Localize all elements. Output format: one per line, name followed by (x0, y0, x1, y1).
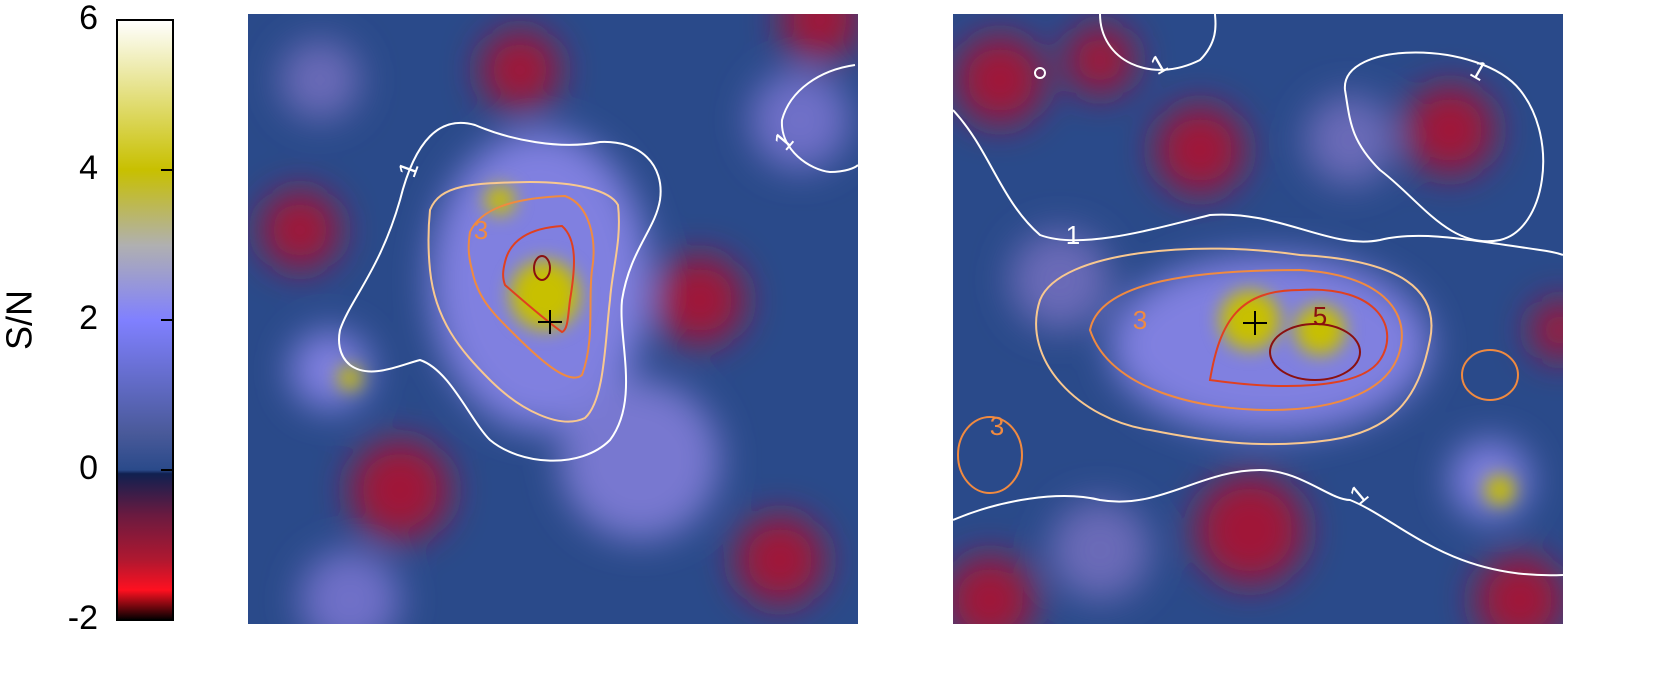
y-tick-label: 0 (79, 449, 98, 487)
contour (467, 194, 595, 379)
contour (780, 64, 858, 174)
contour-label: 3 (474, 215, 488, 245)
y-tick-label: 6 (79, 0, 98, 37)
y-tick-label: 4 (79, 149, 98, 187)
contour (1088, 268, 1403, 412)
contour (1269, 323, 1361, 381)
contour-label: 3 (990, 411, 1004, 441)
contour (1034, 67, 1046, 79)
contour (953, 109, 1563, 256)
contour (957, 416, 1023, 494)
contour (1099, 14, 1217, 71)
contour (1343, 51, 1545, 243)
map-left: 1 1 3 (248, 14, 858, 624)
contour-label: 1 (1066, 220, 1080, 250)
colorbar-label: S/N (0, 290, 40, 350)
contour (1461, 349, 1519, 401)
contour (427, 180, 620, 423)
contour (533, 255, 551, 281)
contour-label: 5 (1313, 301, 1327, 331)
map-right: 1 1 1 1 3 3 5 (953, 14, 1563, 624)
contour (1208, 288, 1389, 387)
y-tick-label: 2 (79, 299, 98, 337)
contour-label: 3 (1133, 305, 1147, 335)
contour (953, 468, 1563, 577)
y-tick-label: -2 (68, 599, 98, 637)
contour (1035, 247, 1433, 446)
contour (338, 121, 662, 462)
contour (502, 224, 575, 334)
